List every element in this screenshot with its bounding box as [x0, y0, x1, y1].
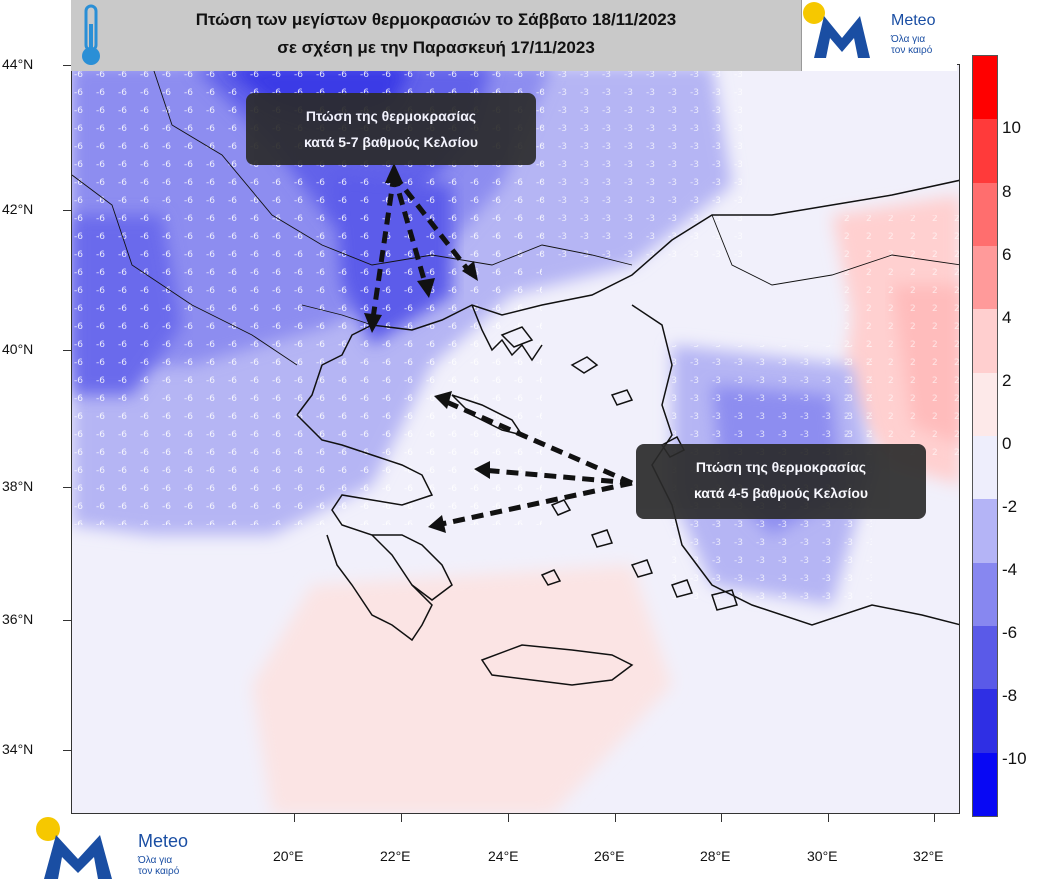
colorbar-segment — [973, 56, 997, 120]
lon-label-28: 28°E — [700, 848, 731, 864]
lon-label-24: 24°E — [488, 848, 519, 864]
logo-word: Meteo — [891, 12, 936, 29]
colorbar-label-neg8: -8 — [1002, 686, 1018, 705]
lat-label-42: 42°N — [2, 201, 34, 217]
lon-tick — [721, 814, 722, 822]
lat-label-36: 36°N — [2, 611, 34, 627]
colorbar-label-4: 4 — [1002, 308, 1012, 327]
meteo-m-logo — [803, 2, 870, 58]
lat-tick — [63, 350, 71, 351]
colorbar-label-2: 2 — [1002, 371, 1012, 390]
callout-north-line1: Πτώση της θερμοκρασίας — [305, 108, 477, 124]
lon-tick — [294, 814, 295, 822]
lon-label-32: 32°E — [913, 848, 944, 864]
callout-north-line2: κατά 5-7 βαθμούς Κελσίου — [303, 134, 479, 150]
title-line-2: σε σχέση με την Παρασκευή 17/11/2023 — [277, 38, 595, 57]
colorbar-segment — [973, 309, 997, 373]
lat-tick — [63, 750, 71, 751]
meteo-logo-top: Meteo Όλα για τον καιρό — [802, 0, 957, 71]
thermometer-icon — [78, 4, 104, 68]
arrowheads-north — [364, 163, 478, 333]
map-panel: -6 -3 2 — [71, 64, 960, 814]
logo-tagline-1-bottom: Όλα για — [138, 855, 173, 866]
colorbar-label-10: 10 — [1002, 118, 1021, 137]
colorbar-label-neg2: -2 — [1002, 497, 1018, 516]
callout-south-line1: Πτώση της θερμοκρασίας — [695, 459, 867, 475]
colorbar-segment — [973, 689, 997, 753]
colorbar-label-0: 0 — [1002, 434, 1012, 453]
colorbar-segment — [973, 435, 997, 500]
lon-tick — [934, 814, 935, 822]
colorbar-segment — [973, 562, 997, 626]
lat-label-38: 38°N — [2, 478, 34, 494]
lat-label-40: 40°N — [2, 341, 34, 357]
title-banner: Πτώση των μεγίστων θερμοκρασιών το Σάββα… — [71, 0, 802, 71]
temperature-map: -6 -3 2 — [72, 65, 959, 813]
lat-label-34: 34°N — [2, 741, 34, 757]
lon-label-26: 26°E — [594, 848, 625, 864]
colorbar-label-neg4: -4 — [1002, 560, 1018, 579]
colorbar-label-8: 8 — [1002, 182, 1012, 201]
colorbar-label-neg10: -10 — [1002, 749, 1027, 768]
colorbar-label-6: 6 — [1002, 245, 1012, 264]
meteo-logo-bottom: Meteo Όλα για τον καιρό — [30, 815, 210, 885]
colorbar-segment — [973, 119, 997, 183]
arrows-south — [436, 397, 634, 528]
logo-word-bottom: Meteo — [138, 831, 189, 851]
lat-tick — [63, 65, 71, 66]
coastlines — [72, 65, 959, 686]
callout-south: Πτώση της θερμοκρασίας κατά 4-5 βαθμούς … — [636, 444, 926, 519]
logo-tagline-2-bottom: τον καιρό — [138, 866, 180, 877]
logo-tagline-2: τον καιρό — [891, 45, 933, 56]
lat-tick — [63, 487, 71, 488]
colorbar-segment — [973, 499, 997, 563]
lon-label-22: 22°E — [380, 848, 411, 864]
colorbar-label-neg6: -6 — [1002, 623, 1018, 642]
callout-north: Πτώση της θερμοκρασίας κατά 5-7 βαθμούς … — [246, 93, 536, 165]
colorbar-segment — [973, 372, 997, 436]
lon-tick — [401, 814, 402, 822]
callout-south-line2: κατά 4-5 βαθμούς Κελσίου — [693, 485, 869, 501]
arrows-north — [369, 173, 474, 326]
lon-label-20: 20°E — [273, 848, 304, 864]
meteo-m-logo-bottom — [36, 817, 112, 879]
title-line-1: Πτώση των μεγίστων θερμοκρασιών το Σάββα… — [195, 10, 677, 29]
lon-tick — [508, 814, 509, 822]
colorbar-segment — [973, 182, 997, 246]
colorbar-segment — [973, 245, 997, 310]
lon-tick — [615, 814, 616, 822]
lon-tick — [828, 814, 829, 822]
lat-label-44: 44°N — [2, 56, 34, 72]
colorbar-segment — [973, 752, 997, 816]
lat-tick — [63, 620, 71, 621]
colorbar — [972, 55, 998, 817]
logo-tagline-1: Όλα για — [891, 34, 926, 45]
arrowheads-south — [428, 391, 490, 533]
colorbar-segment — [973, 625, 997, 690]
lon-label-30: 30°E — [807, 848, 838, 864]
lat-tick — [63, 210, 71, 211]
